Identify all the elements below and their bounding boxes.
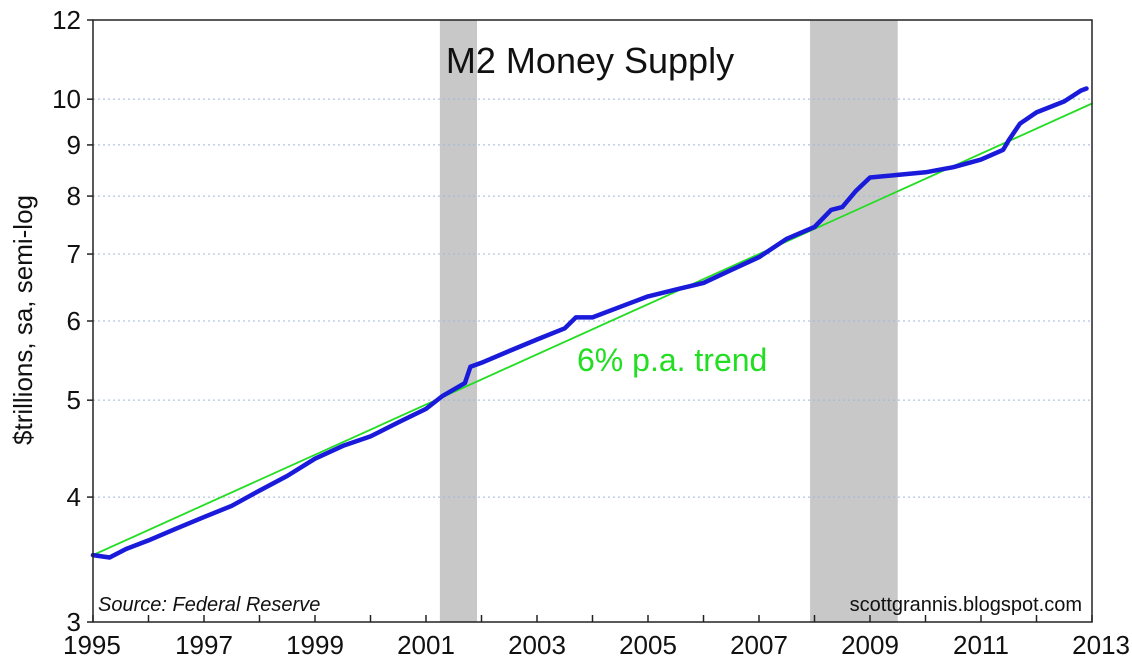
x-tick-label: 2011 xyxy=(953,630,1009,660)
x-tick-label: 2013 xyxy=(1072,630,1130,660)
x-tick-label: 2003 xyxy=(508,630,566,660)
y-tick-label: 6 xyxy=(67,306,81,336)
y-tick-label: 9 xyxy=(67,130,81,160)
source-label: Source: Federal Reserve xyxy=(98,594,320,616)
credit-label: scottgrannis.blogspot.com xyxy=(850,594,1082,616)
x-tick-label: 1999 xyxy=(286,630,344,660)
y-tick-label: 5 xyxy=(67,385,81,415)
y-tick-label: 12 xyxy=(52,5,81,35)
x-tick-label: 2009 xyxy=(841,630,899,660)
chart-title: M2 Money Supply xyxy=(446,40,734,81)
x-tick-label: 2001 xyxy=(397,630,455,660)
m2-series-line xyxy=(90,86,1089,560)
y-axis-label: $trillions, sa, semi-log xyxy=(8,195,38,445)
x-tick-label: 1997 xyxy=(175,630,233,660)
x-tick-label: 2007 xyxy=(730,630,788,660)
y-tick-label: 10 xyxy=(52,84,81,114)
y-tick-label: 7 xyxy=(67,239,81,269)
series-lines xyxy=(90,86,1093,560)
axis-ticks: 3 4 5 6 7 8 9 10 12 1995 1997 1999 2001 2003 2005 2007 2… xyxy=(52,5,1130,660)
x-tick-label: 1995 xyxy=(63,630,121,660)
y-tick-label: 4 xyxy=(67,482,81,512)
gridlines xyxy=(93,98,1092,498)
trend-series-line xyxy=(92,102,1093,556)
y-tick-label: 3 xyxy=(67,607,81,637)
x-tick-label: 2005 xyxy=(619,630,677,660)
trend-label: 6% p.a. trend xyxy=(577,342,767,378)
y-tick-label: 8 xyxy=(67,181,81,211)
